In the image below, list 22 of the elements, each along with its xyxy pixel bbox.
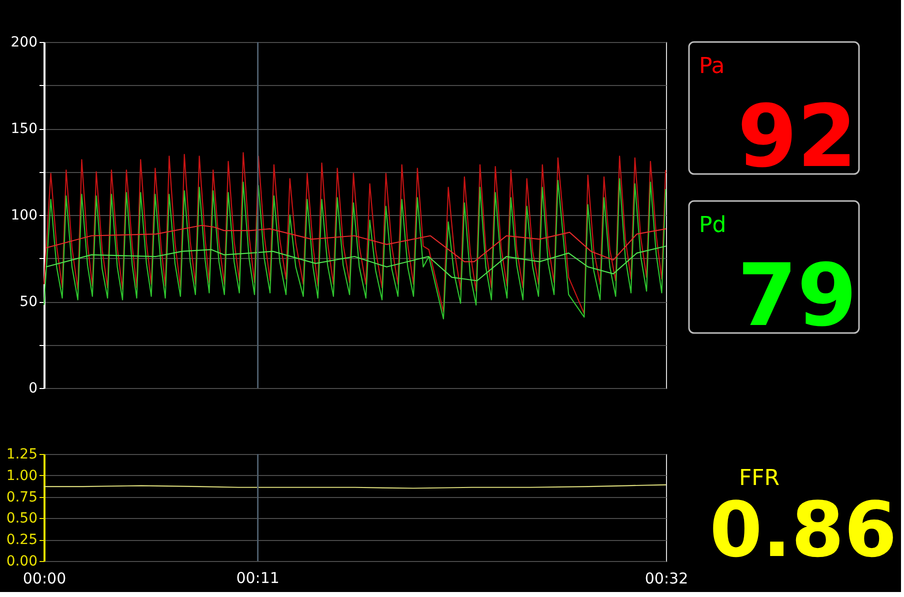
data-label: 79 [737, 246, 857, 346]
x-tick-label: 00:32 [644, 570, 688, 588]
line-series [45, 246, 667, 282]
y-tick-label: 0.75 [6, 489, 38, 506]
y-tick-label: 0 [28, 380, 38, 396]
y-tick-label: 50 [20, 294, 38, 310]
ref-line-label: 00:11 [236, 569, 280, 587]
line-series [45, 224, 667, 262]
line-series [43, 178, 666, 320]
y-tick-label: 200 [10, 34, 38, 50]
y-tick-label: 1.00 [6, 468, 38, 484]
category-label: Pa [699, 54, 725, 79]
category-label: Pd [699, 213, 726, 238]
x-tick-label: 00:00 [22, 570, 66, 588]
y-tick-label: 0.25 [6, 532, 38, 548]
y-tick-label: 0.00 [6, 554, 38, 570]
y-tick-label: 0.50 [6, 510, 38, 527]
data-label: 92 [737, 87, 857, 187]
y-tick-label: 150 [10, 121, 38, 137]
line-series [43, 152, 666, 314]
y-tick-label: 1.25 [6, 446, 38, 462]
y-tick-label: 100 [10, 208, 38, 224]
